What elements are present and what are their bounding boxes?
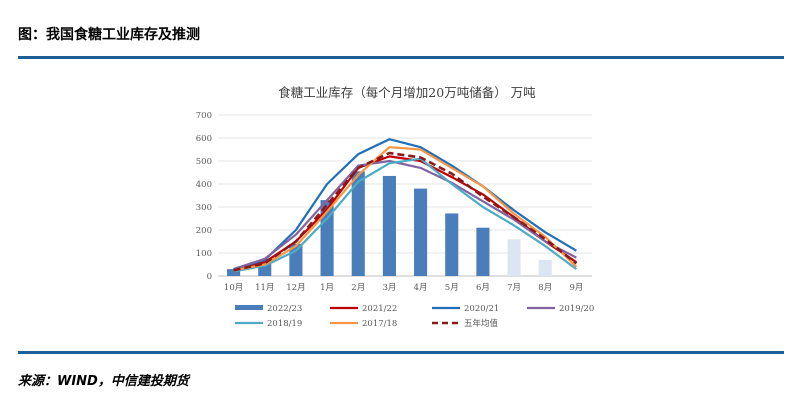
y-tick-label: 500 [196,157,212,167]
bottom-divider [18,351,784,354]
x-tick-label: 7月 [507,283,521,293]
legend-item: 2022/23 [235,304,302,314]
series-line [233,159,577,271]
x-axis: 10月 11月 12月 1月 2月 3月 4月 5月 6月 7月 8月 9月 [224,283,583,293]
bar [320,200,334,276]
bar [445,213,459,276]
legend-label: 2020/21 [464,304,499,314]
legend-label: 2022/23 [267,304,302,314]
legend-item: 2017/18 [330,319,397,329]
y-tick-label: 300 [196,203,212,213]
bar [382,175,396,276]
chart-legend: 2022/23 2021/22 2020/21 2019/20 2018/19 2017/… [235,304,594,329]
source-note: 来源：WIND，中信建投期货 [18,374,189,389]
series-line [233,157,578,273]
y-tick-label: 700 [196,111,212,121]
bar [414,188,428,276]
x-tick-label: 2月 [351,283,365,293]
series-line [233,146,578,272]
top-divider [18,56,784,59]
x-tick-label: 6月 [476,283,490,293]
series-line [233,138,577,271]
x-tick-label: 11月 [255,283,274,293]
x-tick-label: 1月 [320,283,334,293]
legend-label: 2018/19 [267,319,302,329]
series-line [233,155,578,272]
legend-item: 2019/20 [527,304,594,314]
legend-label: 2017/18 [362,319,397,329]
x-tick-label: 12月 [286,283,305,293]
bar [227,269,241,276]
y-tick-label: 600 [196,134,212,144]
figure-title: 图：我国食糖工业库存及推测 [18,27,200,43]
bar [351,171,365,276]
bar [476,227,490,276]
legend-label: 2021/22 [362,304,397,314]
bar-series [227,171,552,276]
x-tick-label: 5月 [445,283,459,293]
legend-item: 2018/19 [235,319,302,329]
y-tick-label: 0 [207,272,212,282]
y-axis: 0 100 200 300 400 500 600 700 [196,111,212,282]
bar-projected [538,259,552,276]
legend-item: 五年均值 [432,318,499,329]
x-tick-label: 3月 [382,283,396,293]
legend-label: 2019/20 [559,304,594,314]
chart-title: 食糖工业库存（每个月增加20万吨储备） 万吨 [278,85,536,100]
x-tick-label: 9月 [569,283,583,293]
y-tick-label: 200 [196,226,212,236]
x-tick-label: 8月 [538,283,552,293]
line-series [233,138,578,273]
stock-chart: 食糖工业库存（每个月增加20万吨储备） 万吨 0 100 200 300 400 500 6… [196,85,595,329]
bar-projected [507,239,521,276]
legend-item: 2021/22 [330,304,397,314]
x-tick-label: 10月 [224,283,243,293]
legend-item: 2020/21 [432,304,499,314]
x-tick-label: 4月 [414,283,428,293]
legend-label: 五年均值 [464,318,499,329]
y-tick-label: 400 [196,180,212,190]
legend-swatch [235,305,263,310]
y-tick-label: 100 [196,249,212,259]
